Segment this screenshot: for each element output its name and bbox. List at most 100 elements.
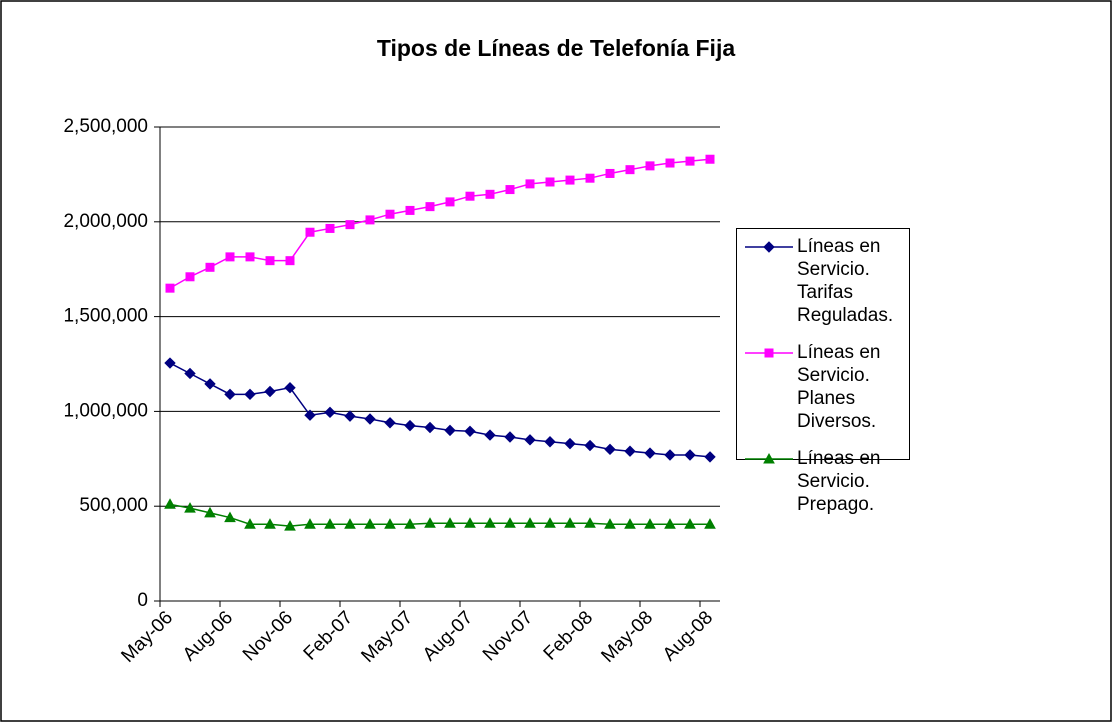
marker bbox=[704, 451, 716, 463]
y-tick-label: 0 bbox=[137, 590, 148, 611]
marker bbox=[684, 518, 696, 529]
marker bbox=[464, 517, 476, 528]
marker bbox=[605, 168, 615, 178]
marker bbox=[763, 452, 775, 464]
marker bbox=[524, 517, 536, 528]
marker bbox=[504, 517, 516, 528]
legend-swatch bbox=[745, 241, 793, 253]
marker bbox=[244, 388, 256, 401]
marker bbox=[604, 518, 616, 529]
series-line bbox=[169, 362, 711, 458]
marker bbox=[545, 177, 555, 187]
marker bbox=[344, 518, 356, 529]
marker bbox=[284, 520, 296, 531]
marker bbox=[625, 165, 635, 175]
marker bbox=[564, 437, 576, 450]
marker bbox=[304, 518, 316, 529]
marker bbox=[425, 202, 435, 212]
legend-item: Líneas en Servicio. Prepago. bbox=[741, 447, 905, 516]
marker bbox=[524, 434, 536, 446]
marker bbox=[585, 173, 595, 183]
legend-label: Líneas en Servicio. Prepago. bbox=[797, 448, 881, 515]
marker bbox=[665, 158, 675, 168]
marker bbox=[385, 209, 395, 219]
marker bbox=[344, 410, 356, 422]
y-tick-label: 2,000,000 bbox=[63, 211, 148, 232]
marker bbox=[384, 518, 396, 529]
marker bbox=[604, 443, 616, 456]
marker bbox=[165, 283, 175, 293]
marker bbox=[465, 191, 475, 201]
marker bbox=[504, 431, 516, 443]
legend-swatch bbox=[745, 348, 793, 358]
marker bbox=[444, 424, 456, 437]
marker bbox=[384, 417, 396, 429]
marker bbox=[324, 406, 336, 419]
legend-item: Líneas en Servicio. Tarifas Reguladas. bbox=[741, 235, 905, 327]
legend: Líneas en Servicio. Tarifas Reguladas. Lí… bbox=[736, 228, 910, 515]
marker bbox=[204, 506, 216, 518]
marker bbox=[264, 518, 276, 529]
legend-label: Líneas en Servicio. Planes Diversos. bbox=[797, 342, 881, 432]
marker bbox=[445, 197, 455, 207]
marker bbox=[763, 241, 775, 253]
marker bbox=[664, 518, 676, 529]
marker bbox=[584, 439, 596, 452]
marker bbox=[324, 518, 336, 529]
marker bbox=[285, 256, 295, 266]
marker bbox=[404, 419, 416, 432]
marker bbox=[304, 409, 316, 421]
marker bbox=[325, 223, 335, 233]
marker bbox=[204, 378, 216, 390]
legend-swatch bbox=[745, 452, 793, 464]
series-line bbox=[169, 503, 710, 527]
marker bbox=[424, 421, 436, 434]
marker bbox=[444, 517, 456, 528]
marker bbox=[645, 161, 655, 171]
marker bbox=[205, 262, 215, 272]
y-tick-label: 2,500,000 bbox=[63, 116, 148, 137]
marker bbox=[584, 517, 596, 528]
marker bbox=[485, 189, 495, 199]
marker bbox=[164, 357, 176, 369]
marker bbox=[624, 518, 636, 529]
marker bbox=[705, 154, 715, 164]
marker bbox=[305, 227, 315, 237]
marker bbox=[544, 517, 556, 528]
marker bbox=[225, 252, 235, 262]
marker bbox=[345, 220, 355, 230]
y-tick-label: 1,500,000 bbox=[63, 306, 148, 327]
y-tick-label: 1,000,000 bbox=[63, 400, 148, 421]
marker bbox=[565, 175, 575, 185]
marker bbox=[364, 518, 376, 529]
y-tick-label: 500,000 bbox=[79, 495, 148, 516]
marker bbox=[664, 449, 676, 461]
marker bbox=[484, 429, 496, 441]
marker bbox=[365, 215, 375, 225]
marker bbox=[185, 272, 195, 282]
marker bbox=[404, 518, 416, 529]
marker bbox=[224, 511, 236, 523]
marker bbox=[284, 381, 296, 394]
marker bbox=[424, 517, 436, 528]
marker bbox=[644, 518, 656, 529]
marker bbox=[505, 185, 515, 195]
chart-title: Tipos de Líneas de Telefonía Fija bbox=[377, 35, 735, 61]
series-line bbox=[169, 158, 711, 289]
marker bbox=[464, 425, 476, 438]
marker bbox=[245, 252, 255, 262]
marker bbox=[265, 256, 275, 266]
marker bbox=[544, 436, 556, 448]
marker bbox=[684, 449, 696, 461]
marker bbox=[405, 205, 415, 215]
marker bbox=[224, 388, 236, 401]
marker bbox=[564, 517, 576, 528]
marker bbox=[184, 367, 196, 380]
marker bbox=[364, 413, 376, 425]
legend-label: Líneas en Servicio. Tarifas Reguladas. bbox=[797, 236, 894, 326]
marker bbox=[644, 447, 656, 459]
marker bbox=[704, 518, 716, 529]
marker bbox=[484, 517, 496, 528]
